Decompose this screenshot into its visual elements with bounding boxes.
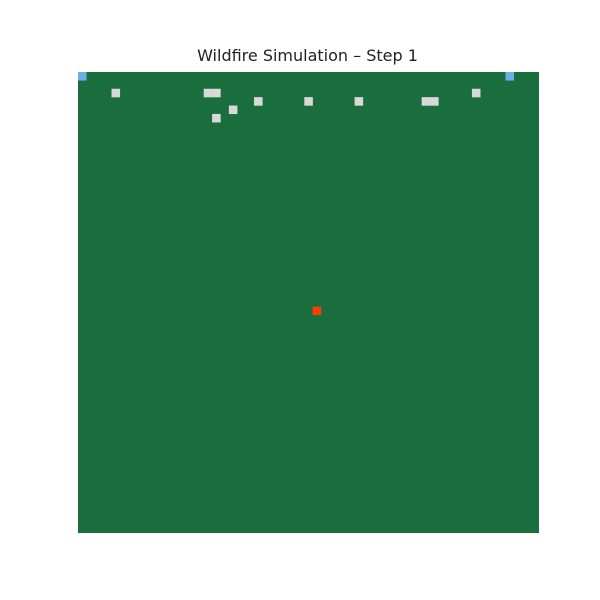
empty-cell[interactable] <box>430 97 439 106</box>
water-cell[interactable] <box>78 72 87 81</box>
empty-cell[interactable] <box>203 88 213 98</box>
grid-background <box>78 72 539 533</box>
empty-cell[interactable] <box>471 88 481 98</box>
empty-cell[interactable] <box>212 88 221 98</box>
wildfire-grid[interactable] <box>78 72 539 533</box>
empty-cell[interactable] <box>228 105 238 115</box>
simulation-title: Wildfire Simulation – Step 1 <box>197 46 418 65</box>
water-cell[interactable] <box>505 72 515 81</box>
empty-cell[interactable] <box>212 113 221 123</box>
fire-cell[interactable] <box>312 306 322 316</box>
empty-cell[interactable] <box>304 97 313 106</box>
empty-cell[interactable] <box>111 88 121 98</box>
empty-cell[interactable] <box>354 97 364 106</box>
empty-cell[interactable] <box>421 97 431 106</box>
empty-cell[interactable] <box>254 97 263 106</box>
